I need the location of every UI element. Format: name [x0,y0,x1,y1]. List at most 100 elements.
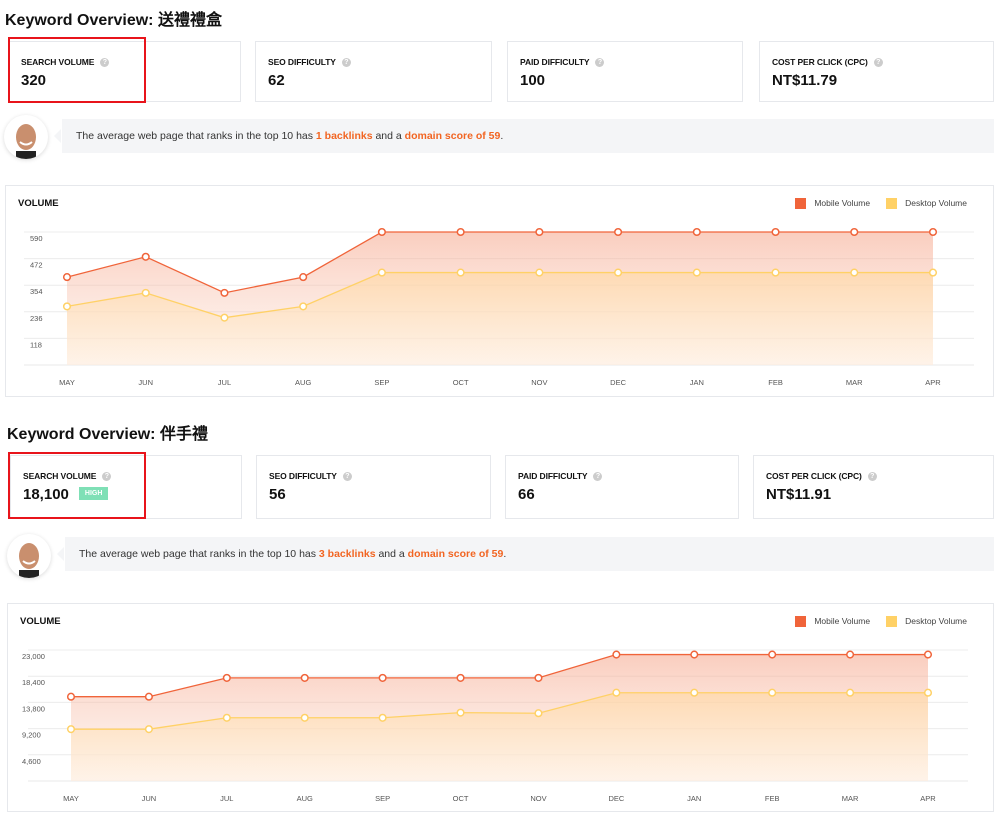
card-label: SEO DIFFICULTY [268,57,336,67]
avatar [4,115,48,159]
line-desktop [71,692,928,730]
line-mobile [71,653,928,698]
page-title: Keyword Overview: 送禮禮盒 [5,12,222,29]
card-label: PAID DIFFICULTY [520,57,590,67]
avatar-face-icon [16,124,36,159]
chart-title: VOLUME [18,198,59,209]
data-point-mobile [66,692,76,701]
data-point-mobile [614,227,623,237]
data-point-mobile [299,273,308,282]
x-tick-label: APR [925,378,941,387]
help-icon[interactable]: ? [102,471,112,481]
avatar-face-icon [19,543,39,578]
volume-chart-1: VOLUME Mobile Volume Desktop Volume 118 23… [5,185,994,397]
data-point-mobile [612,650,621,659]
backlinks-link[interactable]: 3 backlinks [318,548,376,560]
data-point-desktop [923,688,933,697]
card-value: NT$11.79 [772,72,838,89]
card-value: 62 [268,72,285,89]
data-point-mobile [222,673,231,682]
y-tick-label: 236 [30,314,43,323]
data-point-desktop [141,288,150,297]
domain-score-link[interactable]: domain score of 59 [407,548,504,560]
data-point-mobile [928,227,938,237]
chart-legend: Mobile Volume Desktop Volume [795,616,967,628]
x-tick-label: OCT [453,794,469,803]
data-point-mobile [690,650,699,659]
data-point-desktop [535,268,544,277]
data-point-desktop [690,688,699,697]
y-tick-label: 9,200 [22,731,41,740]
card-seo-difficulty: SEO DIFFICULTY? 56 [256,455,491,519]
legend-label: Desktop Volume [905,616,967,626]
legend-swatch-desktop [886,198,898,210]
data-point-mobile [62,273,72,282]
data-point-mobile [300,673,309,682]
area-desktop [67,272,933,365]
data-point-desktop [612,688,621,697]
card-value: 320 [21,72,47,89]
data-point-desktop [928,268,938,277]
x-tick-label: JUN [142,794,157,803]
x-tick-label: DEC [610,378,626,387]
card-value: 66 [518,486,535,503]
x-tick-label: DEC [608,794,624,803]
insight-text: The average web page that ranks in the t… [76,130,316,142]
x-tick-label: MAY [59,378,75,387]
x-tick-label: JAN [687,794,701,803]
x-tick-label: FEB [768,378,783,387]
backlinks-link[interactable]: 1 backlinks [315,130,373,142]
card-label: SEARCH VOLUME [23,471,97,481]
data-point-mobile [141,252,150,261]
card-seo-difficulty: SEO DIFFICULTY? 62 [255,41,492,102]
chart-title: VOLUME [20,616,61,627]
x-tick-label: AUG [295,378,311,387]
help-icon[interactable]: ? [342,471,352,481]
x-tick-label: MAY [63,794,79,803]
insight-bubble: The average web page that ranks in the t… [57,537,994,571]
x-tick-label: AUG [297,794,313,803]
data-point-mobile [535,227,544,237]
legend-swatch-mobile [795,198,807,210]
legend-swatch-desktop [886,616,898,628]
data-point-mobile [377,227,386,237]
data-point-mobile [771,227,780,237]
data-point-desktop [377,268,386,277]
data-point-desktop [614,268,623,277]
data-point-desktop [456,708,465,717]
insight-text: . [503,548,507,560]
help-icon[interactable]: ? [595,57,605,67]
help-icon[interactable]: ? [593,471,603,481]
help-icon[interactable]: ? [873,57,883,67]
help-icon[interactable]: ? [100,57,110,67]
legend-mobile[interactable]: Mobile Volume [795,198,871,210]
area-desktop [71,692,928,781]
card-cpc: COST PER CLICK (CPC)? NT$11.91 [753,455,994,519]
data-point-desktop [534,709,543,718]
y-tick-label: 354 [30,287,43,296]
y-tick-label: 472 [30,261,43,270]
legend-label: Mobile Volume [814,198,871,208]
line-desktop [66,271,933,319]
volume-chart-2: VOLUME Mobile Volume Desktop Volume 4,600… [7,603,994,812]
x-tick-label: JUL [220,794,233,803]
data-point-desktop [222,713,231,722]
y-tick-label: 118 [30,340,42,349]
data-point-desktop [66,725,76,734]
insight-text: . [500,130,504,142]
data-point-mobile [768,650,777,659]
help-icon[interactable]: ? [867,471,877,481]
data-point-desktop [771,268,780,277]
card-cpc: COST PER CLICK (CPC)? NT$11.79 [759,41,994,102]
legend-desktop[interactable]: Desktop Volume [886,198,967,210]
y-tick-label: 13,800 [22,704,45,713]
y-tick-label: 18,400 [22,678,45,687]
legend-desktop[interactable]: Desktop Volume [886,616,967,628]
y-tick-label: 590 [30,234,43,243]
help-icon[interactable]: ? [341,57,351,67]
legend-mobile[interactable]: Mobile Volume [795,616,870,628]
insight-text: and a [372,130,405,142]
domain-score-link[interactable]: domain score of 59 [404,130,501,142]
data-point-mobile [692,227,701,237]
chart-legend: Mobile Volume Desktop Volume [795,198,967,210]
